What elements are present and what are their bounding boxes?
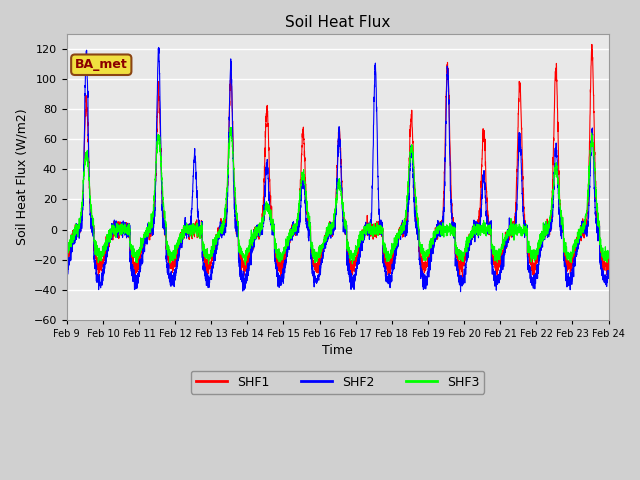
SHF1 <box>160 226 168 231</box>
SHF2 <box>490 277 498 283</box>
SHF2 <box>460 281 467 287</box>
SHF2 <box>155 45 163 50</box>
Line: SHF3: SHF3 <box>67 127 609 265</box>
SHF3 <box>160 209 168 215</box>
SHF2 <box>457 289 465 295</box>
Line: SHF2: SHF2 <box>67 48 609 292</box>
SHF2 <box>605 276 612 281</box>
Line: SHF1: SHF1 <box>67 45 609 277</box>
Text: BA_met: BA_met <box>75 58 127 71</box>
SHF3 <box>490 244 498 250</box>
X-axis label: Time: Time <box>323 344 353 357</box>
SHF2 <box>161 224 168 230</box>
Title: Soil Heat Flux: Soil Heat Flux <box>285 15 390 30</box>
SHF1 <box>317 250 325 256</box>
SHF3 <box>429 235 437 241</box>
SHF1 <box>277 275 285 280</box>
SHF2 <box>317 262 325 267</box>
SHF1 <box>588 42 596 48</box>
SHF1 <box>63 252 70 258</box>
SHF1 <box>490 257 498 263</box>
SHF3 <box>317 249 325 254</box>
SHF3 <box>605 250 612 256</box>
SHF3 <box>460 252 467 258</box>
SHF1 <box>604 252 612 258</box>
Legend: SHF1, SHF2, SHF3: SHF1, SHF2, SHF3 <box>191 371 484 394</box>
SHF3 <box>63 244 70 250</box>
SHF3 <box>604 249 612 255</box>
SHF1 <box>429 243 437 249</box>
SHF2 <box>63 273 70 279</box>
SHF1 <box>605 261 612 267</box>
SHF3 <box>227 124 234 130</box>
Y-axis label: Soil Heat Flux (W/m2): Soil Heat Flux (W/m2) <box>15 108 28 245</box>
SHF1 <box>460 260 467 266</box>
SHF2 <box>604 270 612 276</box>
SHF2 <box>429 240 437 246</box>
SHF3 <box>241 262 249 268</box>
